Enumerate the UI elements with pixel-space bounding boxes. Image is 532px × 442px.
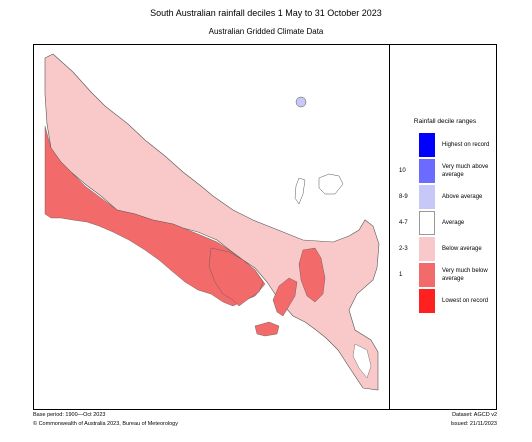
eyre-peninsula-dry-region <box>208 247 264 307</box>
legend-label: Average <box>442 220 465 226</box>
legend-divider <box>389 44 390 410</box>
legend-item-lowest: Lowest on record <box>390 288 497 314</box>
south-east-average-region <box>352 343 372 379</box>
legend-item-very-much-below: 1 Very much below average <box>390 262 497 288</box>
legend-swatch-very-much-above <box>419 159 435 183</box>
legend-swatch-highest <box>419 133 435 157</box>
map-frame <box>33 44 497 410</box>
dataset-label: Dataset: AGCD v2 <box>452 412 497 418</box>
base-period: Base period: 1900—Oct 2023 <box>33 412 106 418</box>
legend-label: Below average <box>442 246 482 252</box>
legend-decile: 10 <box>399 168 406 174</box>
legend-label: Highest on record <box>442 142 490 148</box>
legend-swatch-average <box>419 211 435 235</box>
yorke-peninsula-dry-region <box>272 277 298 317</box>
kangaroo-island <box>254 321 280 337</box>
legend-label: Very much above average <box>442 164 489 178</box>
legend-decile: 1 <box>399 272 403 278</box>
legend-item-very-much-above: 10 Very much above average <box>390 158 497 184</box>
legend-swatch-below <box>419 237 435 261</box>
rainfall-map <box>44 53 380 391</box>
map-subtitle: Australian Gridded Climate Data <box>208 27 324 36</box>
legend-swatch-lowest <box>419 289 435 313</box>
legend-item-below: 2-3 Below average <box>390 236 497 262</box>
lake-eyre <box>318 173 344 195</box>
legend-label: Very much below average <box>442 268 488 282</box>
map-title: South Australian rainfall deciles 1 May … <box>150 8 382 18</box>
legend-swatch-very-much-below <box>419 263 435 287</box>
issued-date: Issued: 21/11/2023 <box>450 421 497 427</box>
legend-decile: 2-3 <box>399 246 408 252</box>
legend-label: Above average <box>442 194 483 200</box>
copyright: © Commonwealth of Australia 2023, Bureau… <box>33 421 178 427</box>
legend-swatch-above <box>419 185 435 209</box>
legend-item-highest: Highest on record <box>390 132 497 158</box>
legend-item-average: 4-7 Average <box>390 210 497 236</box>
legend-decile: 8-9 <box>399 194 408 200</box>
above-average-spot <box>295 96 307 108</box>
adelaide-dry-region <box>298 247 326 303</box>
legend-title: Rainfall decile ranges <box>413 118 477 125</box>
legend-label: Lowest on record <box>442 298 489 304</box>
legend-decile: 4-7 <box>399 220 408 226</box>
lake-torrens <box>294 177 306 205</box>
legend-item-above: 8-9 Above average <box>390 184 497 210</box>
